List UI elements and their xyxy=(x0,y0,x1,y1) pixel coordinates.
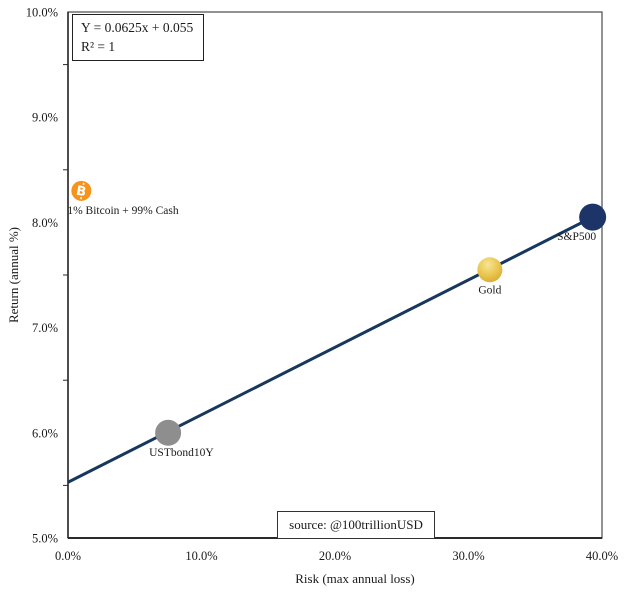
r-squared-value: R² = 1 xyxy=(81,39,116,55)
y-tick-label: 7.0% xyxy=(32,321,58,335)
y-tick-label: 9.0% xyxy=(32,111,58,125)
x-tick-label: 0.0% xyxy=(55,549,81,563)
x-tick-label: 30.0% xyxy=(452,549,484,563)
regression-equation: Y = 0.0625x + 0.055 xyxy=(81,20,194,35)
y-tick-label: 8.0% xyxy=(32,216,58,230)
regression-annotation-box: Y = 0.0625x + 0.055 R² = 1 xyxy=(72,14,205,62)
source-box: source: @100trillionUSD xyxy=(277,511,435,539)
bitcoin-icon: B xyxy=(75,182,87,200)
x-tick-label: 20.0% xyxy=(319,549,351,563)
y-tick-label: 10.0% xyxy=(26,6,58,20)
point-label-ustbond10y: USTbond10Y xyxy=(149,447,214,459)
y-axis-title: Return (annual %) xyxy=(6,226,21,324)
point-label-gold: Gold xyxy=(478,285,501,297)
point-label-s-p500: S&P500 xyxy=(557,231,596,243)
point-label-1-bitcoin-99-cash: 1% Bitcoin + 99% Cash xyxy=(67,205,179,217)
x-axis-title: Risk (max annual loss) xyxy=(295,571,415,586)
y-tick-label: 5.0% xyxy=(32,532,58,546)
x-tick-label: 40.0% xyxy=(586,549,618,563)
bitcoin-b-glyph: B xyxy=(75,184,87,200)
x-tick-label: 10.0% xyxy=(185,549,217,563)
trendline xyxy=(67,215,594,484)
y-tick-label: 6.0% xyxy=(32,426,58,440)
data-point-1-bitcoin-99-cash xyxy=(71,180,92,201)
data-point-s-p500 xyxy=(579,203,607,231)
plot-layer: 5.0% 6.0% 7.0% 8.0% 9.0% 10.0% 0.0% 10.0% 20.0% 3… xyxy=(26,6,618,564)
plot-frame xyxy=(67,11,603,539)
data-point-gold xyxy=(477,257,503,283)
source-text: source: @100trillionUSD xyxy=(289,517,423,532)
data-point-ustbond10y xyxy=(155,419,182,446)
